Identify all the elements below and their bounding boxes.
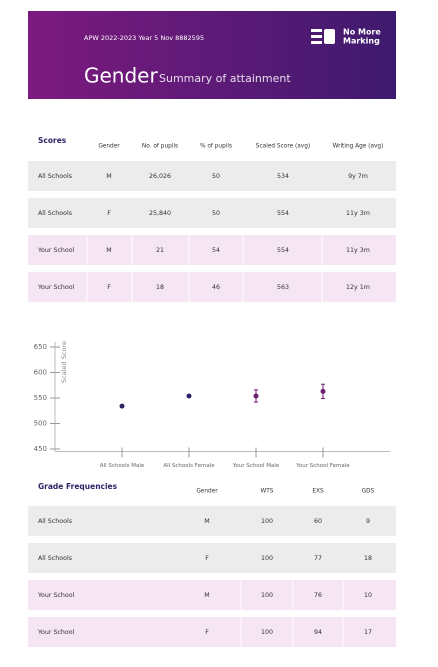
table-cell: 18 [364, 555, 372, 562]
column-header: Gender [98, 144, 120, 150]
table-cell: F [205, 629, 209, 636]
table-cell: 11y 3m [346, 247, 370, 254]
table-cell: 534 [277, 173, 289, 180]
logo-text: Marking [343, 37, 380, 46]
row-label: All Schools [38, 210, 72, 217]
y-tick-label: 500 [34, 420, 47, 428]
table-cell: 10 [364, 592, 372, 599]
row-label: Your School [37, 247, 75, 254]
table-cell: F [205, 555, 209, 562]
column-header: Scaled Score (avg) [256, 144, 310, 150]
row-label: Your School [37, 284, 75, 291]
row-label: All Schools [38, 518, 72, 525]
y-axis-label: Scaled Score [60, 341, 68, 383]
y-tick-label: 550 [34, 394, 47, 402]
y-tick-label: 450 [34, 445, 47, 453]
table-row [28, 543, 396, 573]
row-label: All Schools [38, 173, 72, 180]
y-tick-label: 650 [34, 343, 47, 351]
y-tick-label: 600 [34, 369, 47, 377]
table-row [28, 161, 396, 191]
x-tick-label: All Schools Female [163, 463, 215, 469]
table-row [28, 198, 396, 228]
table-cell: 100 [261, 592, 273, 599]
x-tick-label: All Schools Male [100, 463, 145, 469]
table-cell: 17 [364, 629, 372, 636]
column-header: EXS [312, 489, 324, 495]
x-tick-label: Your School Male [232, 463, 280, 469]
x-tick-label: Your School Female [295, 463, 350, 469]
table-cell: F [107, 210, 111, 217]
table-cell: 25,840 [149, 210, 171, 217]
table-cell: 100 [261, 629, 273, 636]
column-header: No. of pupils [142, 144, 178, 150]
table-row [28, 580, 396, 610]
column-header: Writing Age (avg) [333, 144, 384, 150]
table-cell: 554 [277, 247, 289, 254]
row-label: Your School [37, 629, 75, 636]
table-cell: 54 [212, 247, 220, 254]
table-cell: 21 [156, 247, 164, 254]
table-cell: M [204, 518, 209, 525]
table-cell: 50 [212, 173, 220, 180]
page-subtitle: Summary of attainment [159, 72, 291, 85]
table-cell: 46 [212, 284, 220, 291]
table-cell: 94 [314, 629, 322, 636]
table-cell: 60 [314, 518, 322, 525]
table-cell: 554 [277, 210, 289, 217]
data-point [320, 388, 326, 394]
row-label: All Schools [38, 555, 72, 562]
table-cell: 563 [277, 284, 289, 291]
table-cell: 9y 7m [348, 173, 368, 180]
section-title: Grade Frequencies [38, 482, 118, 491]
report-id: APW 2022-2023 Year 5 Nov 8882595 [84, 34, 204, 42]
data-point [119, 403, 125, 409]
column-header: Gender [196, 489, 218, 495]
logo-text: No More [343, 28, 381, 37]
table-cell: F [107, 284, 111, 291]
table-cell: 100 [261, 555, 273, 562]
table-cell: 9 [366, 518, 370, 525]
table-cell: M [106, 247, 111, 254]
table-cell: M [204, 592, 209, 599]
table-cell: 76 [314, 592, 322, 599]
table-row [28, 617, 396, 647]
table-cell: 12y 1m [346, 284, 370, 291]
table-cell: 100 [261, 518, 273, 525]
table-row [28, 506, 396, 536]
data-point [186, 393, 192, 399]
column-header: % of pupils [200, 144, 232, 150]
table-cell: 50 [212, 210, 220, 217]
table-cell: M [106, 173, 111, 180]
table-cell: 18 [156, 284, 164, 291]
logo-icon [311, 29, 335, 44]
row-label: Your School [37, 592, 75, 599]
column-header: GDS [362, 489, 375, 495]
section-title: Scores [38, 136, 67, 145]
table-row [28, 235, 396, 265]
table-cell: 26,026 [149, 173, 171, 180]
column-header: WTS [261, 489, 274, 495]
table-row [28, 272, 396, 302]
page-title: Gender [84, 64, 158, 88]
table-cell: 11y 3m [346, 210, 370, 217]
header-banner [28, 11, 396, 99]
data-point [253, 393, 259, 399]
table-cell: 77 [314, 555, 322, 562]
